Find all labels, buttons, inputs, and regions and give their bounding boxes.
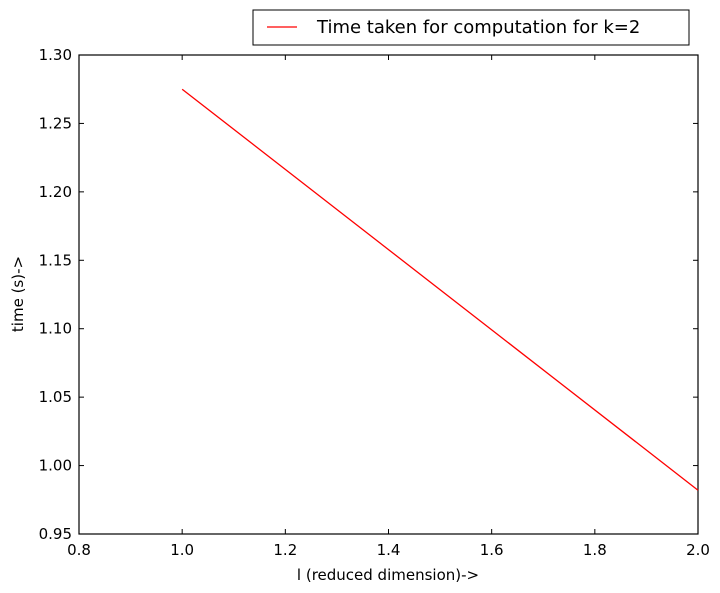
x-tick-label: 0.8 [67,541,91,559]
x-tick-label: 1.8 [583,541,607,559]
y-axis-label: time (s)-> [9,256,27,332]
legend: Time taken for computation for k=2 [252,9,690,46]
x-tick-label: 1.4 [377,541,401,559]
y-axis-ticks: 0.95 1.00 1.05 1.10 1.15 1.20 1.25 1.30 [39,46,698,543]
x-tick-label: 1.2 [273,541,297,559]
x-axis-ticks: 0.8 1.0 1.2 1.4 1.6 1.8 2.0 [67,55,710,559]
y-tick-label: 1.30 [39,46,72,64]
y-tick-label: 0.95 [39,525,72,543]
y-tick-label: 1.15 [39,251,72,269]
y-tick-label: 1.25 [39,114,72,132]
y-tick-label: 1.00 [39,457,72,475]
legend-entry-label: Time taken for computation for k=2 [316,17,640,38]
plot-area [78,54,699,535]
x-axis-label: l (reduced dimension)-> [297,566,479,584]
series-line [181,88,699,491]
series-group [181,88,699,491]
y-tick-label: 1.05 [39,388,72,406]
x-tick-label: 1.6 [480,541,504,559]
y-tick-label: 1.20 [39,183,72,201]
legend-box [252,9,690,46]
x-tick-label: 2.0 [686,541,710,559]
y-tick-label: 1.10 [39,320,72,338]
x-tick-label: 1.0 [170,541,194,559]
